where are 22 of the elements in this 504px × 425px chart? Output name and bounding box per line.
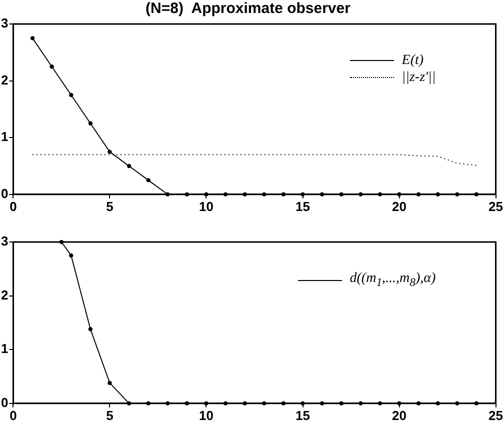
chart-title: (N=8) Approximate observer xyxy=(146,0,351,18)
x-tick-label: 25 xyxy=(488,408,504,423)
y-tick-label: 2 xyxy=(0,287,8,302)
y-tick-label: 2 xyxy=(0,72,8,88)
x-tick-label: 20 xyxy=(392,408,406,423)
y-tick-label: 3 xyxy=(0,16,8,31)
x-tick-label: 10 xyxy=(199,408,214,423)
x-tick-label: 15 xyxy=(296,198,310,214)
legend-label: d((m$_{1}$,...,m$_{8}$),α) xyxy=(350,270,436,291)
y-tick-label: 1 xyxy=(0,129,8,144)
x-tick-label: 10 xyxy=(199,198,214,214)
x-tick-label: 25 xyxy=(488,198,504,214)
x-tick-label: 15 xyxy=(296,408,310,423)
y-tick-label: 3 xyxy=(0,234,8,249)
y-tick-label: 0 xyxy=(0,186,8,201)
legend-label: E(t) xyxy=(402,52,424,69)
legend-label: ||z-z'|| xyxy=(402,69,436,86)
x-tick-label: 20 xyxy=(392,198,406,214)
y-tick-label: 1 xyxy=(0,341,8,356)
x-tick-label: 5 xyxy=(106,198,114,214)
x-tick-label: 5 xyxy=(106,408,114,423)
y-tick-label: 0 xyxy=(0,394,8,410)
